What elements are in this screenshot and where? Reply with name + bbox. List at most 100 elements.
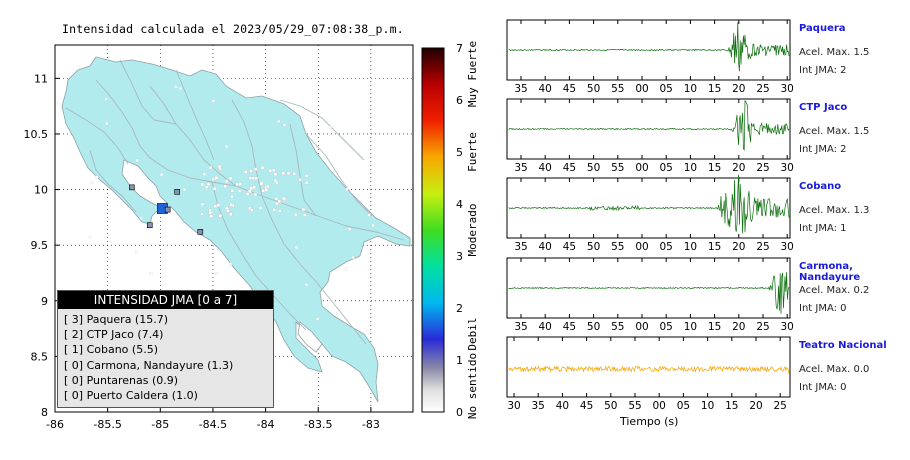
town-marker	[211, 99, 215, 103]
station-jma-intensity: Int JMA: 0	[799, 303, 847, 314]
station-marker	[129, 184, 135, 191]
road-line	[65, 107, 129, 165]
waveform-tick-label: 30	[781, 162, 794, 174]
town-marker	[229, 262, 232, 266]
station-markers	[129, 184, 204, 235]
waveform-tick-label: 35	[514, 241, 527, 253]
town-marker	[301, 207, 306, 212]
town-marker	[272, 168, 276, 173]
town-marker	[202, 172, 206, 176]
town-marker	[208, 165, 213, 170]
road-line	[175, 69, 215, 161]
town-marker	[268, 169, 272, 173]
town-marker	[200, 212, 204, 216]
waveform-tick-label: 55	[611, 321, 624, 333]
colorbar-tick-label: 2	[456, 302, 463, 315]
map-x-tick-label: -83.5	[304, 418, 332, 431]
colorbar-category-label: Fuerte	[466, 132, 479, 172]
town-marker	[304, 174, 309, 178]
town-marker	[208, 211, 212, 215]
colorbar-tick-label: 5	[456, 146, 463, 159]
town-marker	[149, 272, 153, 276]
town-marker	[274, 197, 279, 201]
town-marker	[244, 170, 248, 174]
waveform-tick-label: 00	[653, 400, 666, 412]
map-y-tick-label: 8	[41, 406, 48, 419]
colorbar-tick-label: 1	[456, 354, 463, 367]
legend-item: [ 0] Puntarenas (0.9)	[64, 373, 179, 387]
town-marker	[304, 181, 309, 185]
town-marker	[225, 145, 229, 148]
town-marker	[174, 85, 178, 89]
waveform-tick-label: 25	[774, 400, 787, 412]
map-x-ticks: -86 -85.5 -85 -84.5 -84 -83.5 -83	[46, 418, 380, 431]
map-y-tick-label: 11	[34, 72, 48, 85]
town-marker	[209, 214, 214, 218]
town-marker	[228, 176, 233, 181]
town-marker	[135, 158, 139, 162]
waveform-tick-label: 35	[514, 321, 527, 333]
waveform-tick-label: 15	[708, 83, 721, 95]
colorbar-tick-label: 6	[456, 94, 463, 107]
town-marker	[281, 171, 285, 175]
map-y-ticks: 11 10.5 10 9.5 9 8.5 8	[24, 72, 49, 419]
town-marker	[249, 169, 253, 173]
road-line	[211, 181, 307, 331]
town-marker	[215, 271, 219, 275]
waveform-tick-label: 25	[756, 162, 769, 174]
station-name: Carmona, Nandayure	[799, 261, 861, 283]
waveform-tick-label: 05	[677, 400, 690, 412]
waveform-tick-label: 35	[532, 400, 545, 412]
waveform-tick-label: 45	[563, 241, 576, 253]
town-marker	[229, 212, 233, 217]
town-marker	[277, 119, 281, 123]
town-marker	[282, 123, 286, 127]
waveform-tick-label: 25	[756, 321, 769, 333]
waveform-tick-label: 15	[708, 162, 721, 174]
legend-item: [ 0] Carmona, Nandayure (1.3)	[64, 358, 234, 372]
station-marker	[164, 206, 171, 213]
road-line	[89, 149, 137, 213]
town-marker	[245, 192, 250, 196]
town-marker	[213, 187, 217, 191]
station-max-accel: Acel. Max. 0.2	[799, 285, 870, 296]
town-marker	[200, 202, 205, 207]
waveform-tick-label: 40	[556, 400, 569, 412]
town-marker	[258, 206, 263, 210]
town-marker	[286, 171, 291, 176]
waveform-panel: 35 40 45 50 55 00 05 10 15 20 25 30	[506, 174, 794, 253]
town-marker	[367, 213, 371, 217]
waveform-tick-label: 55	[611, 162, 624, 174]
town-marker	[249, 208, 254, 212]
intensity-legend: INTENSIDAD JMA [0 a 7] [ 3] Paquera (15.…	[57, 290, 274, 408]
legend-item: [ 0] Puerto Caldera (1.0)	[64, 389, 198, 403]
town-marker	[259, 182, 263, 186]
town-marker	[252, 185, 256, 189]
waveform-tick-label: 25	[756, 83, 769, 95]
waveform-tick-label: 40	[539, 83, 552, 95]
station-marker	[197, 229, 204, 235]
road-line	[149, 85, 237, 187]
waveform-tick-label: 00	[635, 83, 648, 95]
town-marker	[371, 224, 375, 227]
map-y-tick-label: 10	[34, 184, 48, 197]
waveform-tick-label: 30	[507, 400, 520, 412]
golfo-dulce	[297, 321, 323, 353]
waveform-tick-label: 55	[611, 241, 624, 253]
waveform-trace	[508, 22, 790, 72]
waveform-tick-label: 25	[756, 241, 769, 253]
town-marker	[104, 97, 108, 101]
town-marker	[200, 182, 204, 187]
station-jma-intensity: Int JMA: 1	[799, 223, 847, 234]
colorbar-tick-label: 4	[456, 198, 463, 211]
town-marker	[294, 246, 298, 249]
map-y-tick-label: 9.5	[31, 239, 49, 252]
legend-item: [ 2] CTP Jaco (7.4)	[64, 328, 164, 342]
colorbar-category-label: No sentido	[466, 353, 479, 419]
map-x-tick-label: -85.5	[93, 418, 121, 431]
waveform-tick-label: 55	[628, 400, 641, 412]
colorbar-gradient	[421, 47, 445, 413]
waveform-tick-label: 05	[660, 321, 673, 333]
town-marker	[254, 167, 258, 171]
